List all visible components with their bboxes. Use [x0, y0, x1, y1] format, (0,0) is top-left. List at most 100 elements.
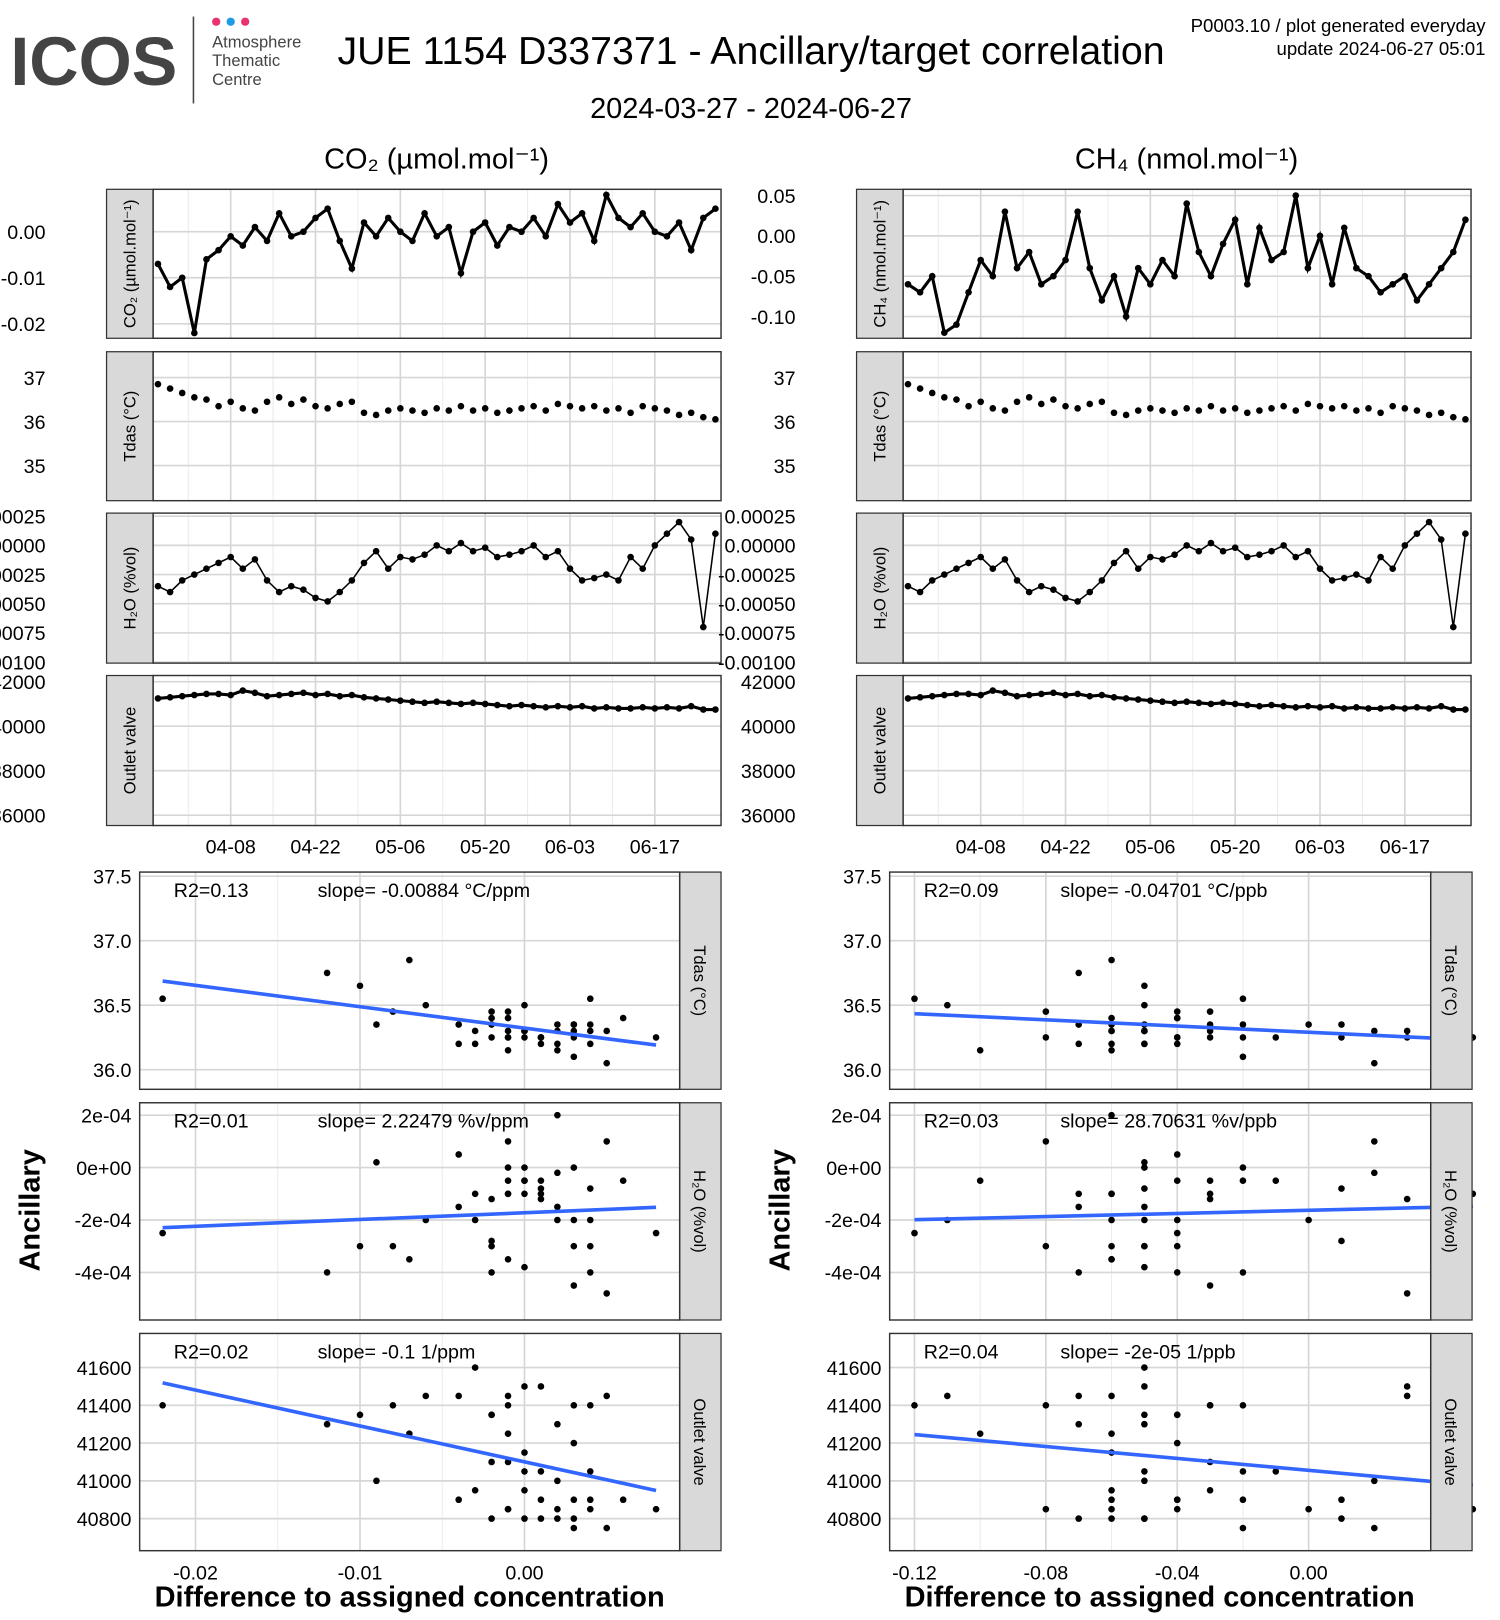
data-point [1328, 280, 1336, 288]
timeseries-panel-co2-h2o: 0.00025 0.00000 -0.00025 -0.00050 -0.00075 -0… [0, 506, 722, 674]
y-tick-label: 38000 [741, 761, 796, 783]
data-point [916, 588, 924, 596]
data-point [1171, 699, 1178, 707]
data-point [1141, 1515, 1148, 1522]
data-point [537, 1190, 545, 1198]
data-point [586, 1021, 594, 1028]
panel-background [153, 189, 722, 339]
y-tick-label: 42000 [741, 672, 796, 694]
y-tick-label: -0.00025 [0, 565, 46, 587]
data-point [275, 691, 283, 699]
data-point [488, 1034, 495, 1041]
data-point [191, 329, 198, 337]
data-point [619, 1014, 627, 1022]
data-point [504, 1505, 512, 1513]
data-point [687, 409, 695, 417]
data-point [570, 1021, 578, 1028]
data-point [1268, 405, 1275, 412]
slope-label: slope= 2.22479 %v/ppm [318, 1111, 529, 1133]
data-point [639, 402, 647, 410]
data-point [639, 703, 647, 711]
data-point [1280, 542, 1287, 549]
data-point [586, 1040, 594, 1048]
data-point [1062, 691, 1069, 699]
data-point [904, 582, 912, 590]
data-point [1037, 582, 1045, 590]
data-point [1173, 1242, 1181, 1250]
data-point [537, 1195, 545, 1203]
data-point [1013, 398, 1021, 406]
data-point [537, 1468, 545, 1475]
data-point [1062, 256, 1069, 264]
data-point [239, 687, 247, 694]
data-point [521, 1468, 528, 1475]
data-point [1141, 1383, 1148, 1390]
data-point [1141, 1411, 1148, 1419]
data-point [191, 691, 198, 699]
data-point [178, 577, 186, 584]
data-point [603, 1392, 611, 1400]
data-point [1338, 1496, 1345, 1504]
scatter-panel-ch4-outlet: 41600 41400 41200 41000 40800 R2=0.04 slope= -… [827, 1332, 1477, 1552]
data-point [493, 242, 501, 249]
data-point [590, 402, 598, 410]
panel-border [152, 674, 722, 827]
data-point [1206, 1177, 1214, 1185]
r2-label: R2=0.01 [174, 1111, 249, 1133]
y-tick-label: 41000 [827, 1471, 882, 1493]
data-point [570, 1439, 578, 1447]
data-point [504, 1047, 512, 1054]
page-title: JUE 1154 D337371 - Ancillary/target corr… [337, 29, 1164, 73]
data-point [1074, 405, 1081, 412]
regression-line [914, 1011, 1473, 1042]
data-point [521, 1164, 528, 1171]
y-tick-label: 41000 [77, 1471, 132, 1493]
data-point [1025, 394, 1033, 401]
data-point [263, 237, 271, 245]
data-point [1110, 409, 1118, 417]
data-point [504, 1430, 512, 1437]
data-point [356, 1411, 364, 1419]
data-point [1219, 407, 1227, 414]
panel-background [889, 1102, 1431, 1320]
strip-label: Tdas (°C) [871, 391, 890, 462]
panel-border [152, 351, 722, 502]
data-point [1219, 699, 1227, 707]
r2-label: R2=0.02 [174, 1341, 249, 1363]
data-point [1292, 192, 1300, 199]
data-point [1075, 969, 1083, 977]
data-point [521, 1449, 528, 1456]
data-point [1272, 1468, 1280, 1475]
data-point [586, 1185, 594, 1192]
data-point [965, 559, 972, 567]
data-point [203, 256, 210, 263]
data-point [1413, 407, 1421, 414]
data-point [518, 405, 525, 412]
data-point [578, 210, 586, 217]
strip-label: CH₄ (nmol.mol⁻¹) [871, 200, 890, 328]
data-point [421, 699, 428, 707]
data-point [488, 1269, 495, 1276]
data-point [1141, 1364, 1148, 1371]
x-tick-label: 0.00 [505, 1563, 543, 1585]
data-point [687, 536, 695, 543]
data-point [566, 703, 574, 711]
data-point [1389, 565, 1397, 573]
data-point [1147, 553, 1154, 561]
data-point [1147, 405, 1154, 412]
data-point [251, 223, 259, 231]
x-tick-label: 06-17 [630, 836, 680, 858]
data-point [518, 701, 525, 709]
data-point [1075, 1420, 1083, 1428]
data-point [1001, 407, 1009, 414]
strip-label: H₂O (%vol) [1441, 1170, 1460, 1253]
data-point [287, 233, 295, 240]
data-point [1147, 697, 1154, 704]
data-point [178, 692, 186, 700]
data-point [471, 1216, 479, 1224]
strip-label: Outlet valve [690, 1398, 709, 1485]
data-point [941, 329, 948, 336]
data-point [627, 223, 634, 231]
data-point [1141, 982, 1148, 990]
slope-label: slope= -0.1 1/ppm [318, 1341, 476, 1363]
